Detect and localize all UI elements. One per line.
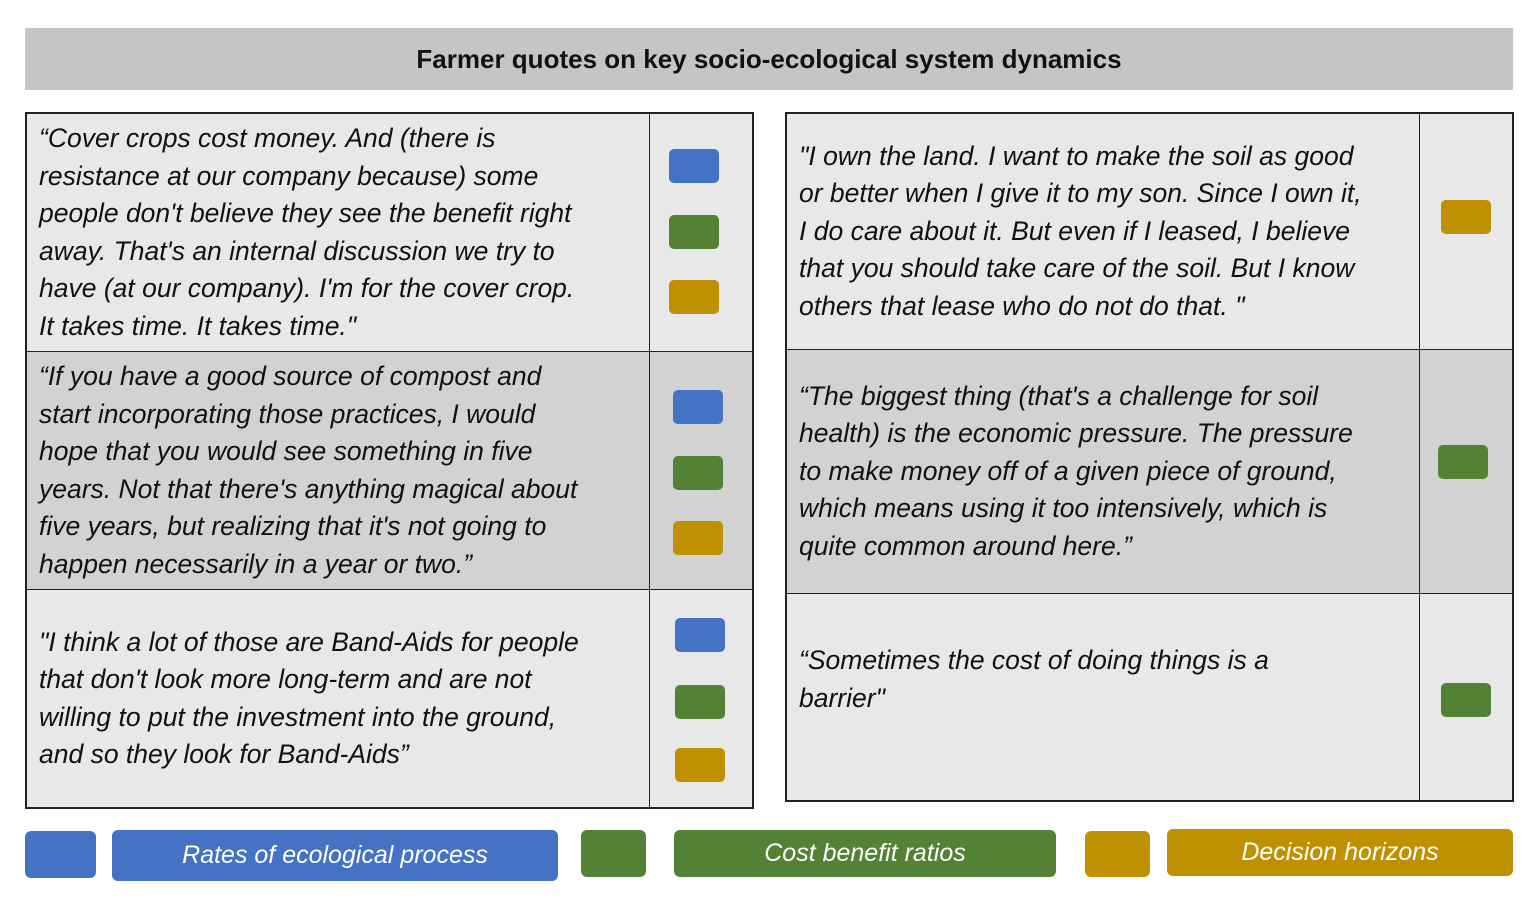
cost-swatch (1438, 445, 1488, 479)
figure-title: Farmer quotes on key socio-ecological sy… (25, 28, 1513, 90)
quote-cell: “Sometimes the cost of doing things is a… (787, 594, 1420, 800)
tag-cell (650, 352, 752, 589)
tag-cell (1420, 350, 1512, 593)
quote-row: “If you have a good source of compost an… (27, 352, 752, 590)
quote-text: "I own the land. I want to make the soil… (799, 140, 1362, 321)
quote-row: "I think a lot of those are Band-Aids fo… (27, 590, 752, 807)
quote-cell: "I own the land. I want to make the soil… (787, 114, 1420, 349)
rates-legend-label: Rates of ecological process (112, 830, 558, 881)
quote-cell: “If you have a good source of compost an… (27, 352, 650, 589)
cost-legend-swatch (581, 830, 646, 877)
quote-row: “Sometimes the cost of doing things is a… (787, 594, 1512, 800)
decision-swatch (669, 280, 719, 314)
tag-cell (650, 114, 752, 351)
cost-legend-label: Cost benefit ratios (674, 830, 1056, 877)
quote-row: “The biggest thing (that's a challenge f… (787, 350, 1512, 594)
quote-row: "I own the land. I want to make the soil… (787, 114, 1512, 350)
rates-swatch (675, 618, 725, 652)
tag-cell (1420, 114, 1512, 349)
right-quote-table: "I own the land. I want to make the soil… (785, 112, 1514, 802)
quote-text: “The biggest thing (that's a challenge f… (799, 380, 1353, 561)
quote-row: “Cover crops cost money. And (there is r… (27, 114, 752, 352)
rates-swatch (669, 149, 719, 183)
decision-swatch (675, 748, 725, 782)
quote-text: “Cover crops cost money. And (there is r… (39, 123, 575, 341)
decision-swatch (673, 521, 723, 555)
rates-swatch (673, 390, 723, 424)
quote-text: “Sometimes the cost of doing things is a… (799, 645, 1269, 713)
quote-text: “If you have a good source of compost an… (39, 361, 578, 579)
decision-legend-swatch (1085, 831, 1150, 877)
quote-cell: “Cover crops cost money. And (there is r… (27, 114, 650, 351)
decision-swatch (1441, 200, 1491, 234)
cost-swatch (673, 456, 723, 490)
decision-legend-label: Decision horizons (1167, 829, 1513, 876)
cost-swatch (1441, 683, 1491, 717)
tag-cell (1420, 594, 1512, 800)
quote-cell: "I think a lot of those are Band-Aids fo… (27, 590, 650, 807)
tag-cell (650, 590, 752, 807)
cost-swatch (675, 685, 725, 719)
left-quote-table: “Cover crops cost money. And (there is r… (25, 112, 754, 809)
rates-legend-swatch (25, 831, 96, 878)
quote-text: "I think a lot of those are Band-Aids fo… (39, 626, 579, 770)
cost-swatch (669, 215, 719, 249)
quote-cell: “The biggest thing (that's a challenge f… (787, 350, 1420, 593)
